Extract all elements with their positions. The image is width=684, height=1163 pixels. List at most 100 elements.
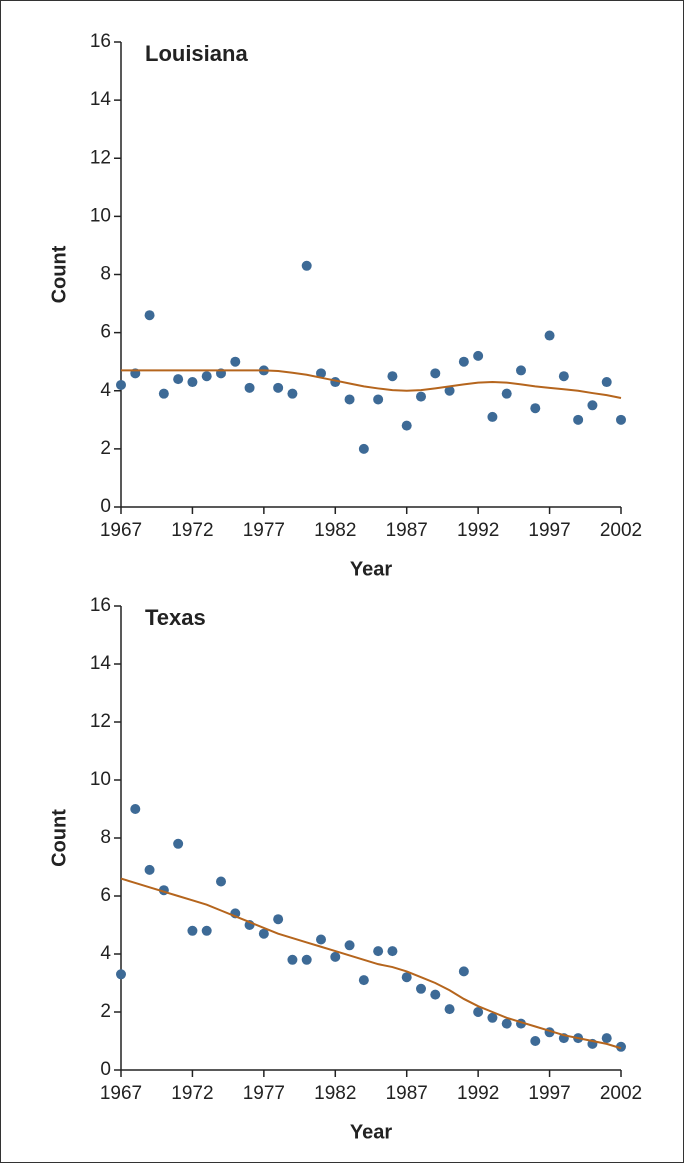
x-tick-label: 1997 <box>528 1083 570 1104</box>
x-tick-label: 1987 <box>386 520 428 541</box>
data-point <box>244 382 255 393</box>
data-point <box>330 951 341 962</box>
data-point <box>358 975 369 986</box>
data-point <box>301 954 312 965</box>
data-point <box>473 1007 484 1017</box>
data-point <box>373 394 384 405</box>
x-tick-label: 1972 <box>171 520 213 541</box>
data-point <box>444 385 455 396</box>
data-point <box>573 414 584 425</box>
data-point <box>173 374 184 385</box>
data-point <box>201 371 212 382</box>
data-point <box>144 864 155 875</box>
y-tick-label: 16 <box>90 595 111 616</box>
x-tick-label: 1982 <box>314 1083 356 1104</box>
y-tick-label: 6 <box>100 885 111 906</box>
data-point <box>301 260 312 271</box>
trend-line <box>120 877 622 1050</box>
y-tick-label: 16 <box>90 31 111 52</box>
y-axis-label: Count <box>48 809 70 867</box>
x-tick-label: 2002 <box>600 520 642 541</box>
y-tick-label: 4 <box>100 380 111 401</box>
data-point <box>316 934 326 945</box>
y-tick-label: 8 <box>100 264 111 285</box>
y-tick-label: 2 <box>100 438 111 459</box>
data-point <box>530 1036 541 1046</box>
data-point <box>173 838 184 849</box>
y-axis-label: Count <box>48 245 70 303</box>
data-point <box>230 356 241 367</box>
data-point <box>373 946 384 957</box>
data-point <box>344 394 355 405</box>
y-tick-label: 10 <box>90 769 111 790</box>
data-point <box>144 310 155 321</box>
x-axis-label: Year <box>350 1121 392 1143</box>
data-point <box>130 804 141 814</box>
y-tick-label: 6 <box>100 322 111 343</box>
y-tick-label: 8 <box>100 827 111 848</box>
x-tick-label: 1967 <box>100 1083 142 1104</box>
y-tick-label: 0 <box>100 1059 111 1080</box>
data-point <box>287 954 298 965</box>
data-point <box>358 443 369 454</box>
data-point <box>116 379 126 390</box>
data-point <box>416 983 426 994</box>
data-point <box>444 1004 455 1015</box>
data-point <box>587 400 598 411</box>
data-point <box>344 940 355 951</box>
data-point <box>216 876 226 887</box>
data-point <box>258 928 269 939</box>
y-tick-label: 14 <box>90 89 112 110</box>
x-tick-label: 2002 <box>600 1083 642 1104</box>
x-tick-label: 1987 <box>386 1083 428 1104</box>
data-point <box>473 350 484 361</box>
data-point <box>273 382 284 393</box>
data-point <box>501 1018 512 1029</box>
chart-title: Louisiana <box>145 41 248 66</box>
x-tick-label: 1967 <box>100 520 142 541</box>
data-point <box>544 330 555 341</box>
data-point <box>416 391 426 402</box>
data-point <box>516 365 526 376</box>
data-point <box>430 368 441 379</box>
data-point <box>601 1033 612 1044</box>
data-point <box>273 914 284 925</box>
data-point <box>316 368 326 379</box>
x-tick-label: 1977 <box>243 1083 285 1104</box>
trend-line <box>121 369 622 399</box>
data-point <box>616 414 626 425</box>
x-tick-label: 1982 <box>314 520 356 541</box>
data-point <box>458 356 469 367</box>
chart-title: Texas <box>145 605 206 630</box>
y-tick-label: 14 <box>90 653 112 674</box>
data-point <box>401 420 412 431</box>
data-point <box>487 411 498 422</box>
y-tick-label: 4 <box>100 943 111 964</box>
x-tick-label: 1977 <box>243 520 285 541</box>
data-point <box>401 972 412 983</box>
x-tick-label: 1992 <box>457 1083 499 1104</box>
data-point <box>187 377 198 388</box>
y-tick-label: 2 <box>100 1001 111 1022</box>
x-axis-label: Year <box>350 558 392 580</box>
x-tick-label: 1997 <box>528 520 570 541</box>
data-point <box>387 946 398 957</box>
data-point <box>187 925 198 936</box>
data-point <box>601 377 612 388</box>
data-point <box>116 969 126 980</box>
data-point <box>458 966 469 977</box>
x-tick-label: 1972 <box>171 1083 213 1104</box>
y-tick-label: 10 <box>90 205 111 226</box>
data-point <box>616 1041 626 1052</box>
data-point <box>558 371 569 382</box>
data-point <box>158 388 169 399</box>
y-tick-label: 12 <box>90 711 111 732</box>
data-point <box>430 989 441 1000</box>
data-point <box>387 371 398 382</box>
data-point <box>487 1012 498 1023</box>
x-tick-label: 1992 <box>457 520 499 541</box>
y-tick-label: 0 <box>100 496 111 517</box>
data-point <box>501 388 512 399</box>
y-tick-label: 12 <box>90 147 111 168</box>
